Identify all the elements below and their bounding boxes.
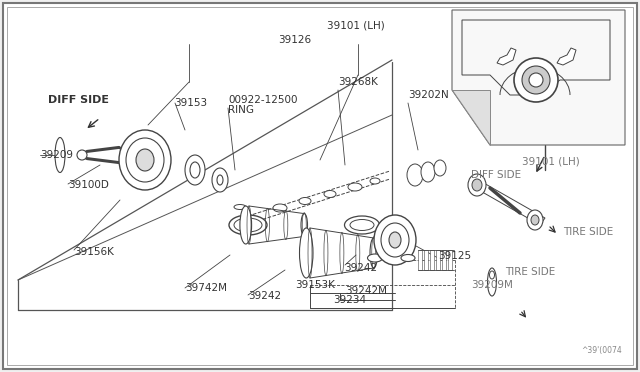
Ellipse shape — [527, 210, 543, 230]
Ellipse shape — [217, 175, 223, 185]
Polygon shape — [470, 178, 545, 225]
Ellipse shape — [55, 138, 65, 173]
Circle shape — [514, 58, 558, 102]
Text: 39209: 39209 — [40, 150, 73, 160]
Text: 39242: 39242 — [248, 291, 281, 301]
Text: TIRE SIDE: TIRE SIDE — [563, 227, 613, 237]
Text: 39209M: 39209M — [471, 280, 513, 290]
Text: 39742M: 39742M — [185, 283, 227, 293]
Text: 39156K: 39156K — [74, 247, 114, 257]
Text: 39101 (LH): 39101 (LH) — [327, 20, 385, 30]
Ellipse shape — [190, 162, 200, 178]
Ellipse shape — [488, 268, 497, 296]
Polygon shape — [452, 90, 490, 145]
Ellipse shape — [367, 254, 383, 262]
Text: 39268K: 39268K — [338, 77, 378, 87]
Ellipse shape — [370, 178, 380, 184]
Circle shape — [522, 66, 550, 94]
Ellipse shape — [300, 228, 313, 278]
Ellipse shape — [234, 205, 246, 209]
Ellipse shape — [185, 155, 205, 185]
Ellipse shape — [370, 238, 378, 268]
Ellipse shape — [301, 214, 307, 236]
Bar — [448, 250, 452, 270]
Ellipse shape — [381, 223, 409, 257]
Text: 39234: 39234 — [333, 295, 366, 305]
Ellipse shape — [531, 215, 539, 225]
Ellipse shape — [136, 149, 154, 171]
Ellipse shape — [348, 183, 362, 191]
Ellipse shape — [374, 215, 416, 265]
Ellipse shape — [389, 232, 401, 248]
Ellipse shape — [212, 168, 228, 192]
Bar — [442, 250, 446, 270]
Bar — [418, 250, 422, 270]
Text: 39153: 39153 — [174, 98, 207, 108]
Text: DIFF SIDE: DIFF SIDE — [48, 95, 109, 105]
Bar — [430, 250, 434, 270]
Ellipse shape — [407, 164, 423, 186]
Ellipse shape — [240, 206, 252, 244]
Ellipse shape — [126, 138, 164, 182]
Text: 39242M: 39242M — [345, 286, 387, 296]
Text: 39242: 39242 — [344, 263, 377, 273]
Ellipse shape — [229, 215, 267, 235]
Polygon shape — [452, 10, 625, 145]
Ellipse shape — [472, 179, 482, 191]
Ellipse shape — [401, 254, 415, 262]
Text: 39202N: 39202N — [408, 90, 449, 100]
Ellipse shape — [490, 271, 495, 279]
Text: 39153K: 39153K — [295, 280, 335, 290]
Text: 39126: 39126 — [278, 35, 312, 45]
Ellipse shape — [468, 174, 486, 196]
Ellipse shape — [273, 204, 287, 212]
Text: ^39'(0074: ^39'(0074 — [581, 346, 622, 355]
Ellipse shape — [421, 162, 435, 182]
Bar — [436, 250, 440, 270]
Ellipse shape — [119, 130, 171, 190]
Ellipse shape — [299, 198, 311, 205]
Text: 39125: 39125 — [438, 251, 471, 261]
Ellipse shape — [434, 160, 446, 176]
Text: RING: RING — [228, 105, 254, 115]
Polygon shape — [497, 48, 516, 65]
Polygon shape — [557, 48, 576, 65]
Ellipse shape — [344, 216, 380, 234]
Ellipse shape — [324, 190, 336, 198]
Text: 00922-12500: 00922-12500 — [228, 95, 298, 105]
Ellipse shape — [234, 218, 262, 232]
Text: 39101 (LH): 39101 (LH) — [522, 157, 580, 167]
Text: DIFF SIDE: DIFF SIDE — [471, 170, 521, 180]
Text: TIRE SIDE: TIRE SIDE — [505, 267, 556, 277]
Bar — [424, 250, 428, 270]
Circle shape — [77, 150, 87, 160]
Circle shape — [529, 73, 543, 87]
Ellipse shape — [350, 219, 374, 231]
Text: 39100D: 39100D — [68, 180, 109, 190]
